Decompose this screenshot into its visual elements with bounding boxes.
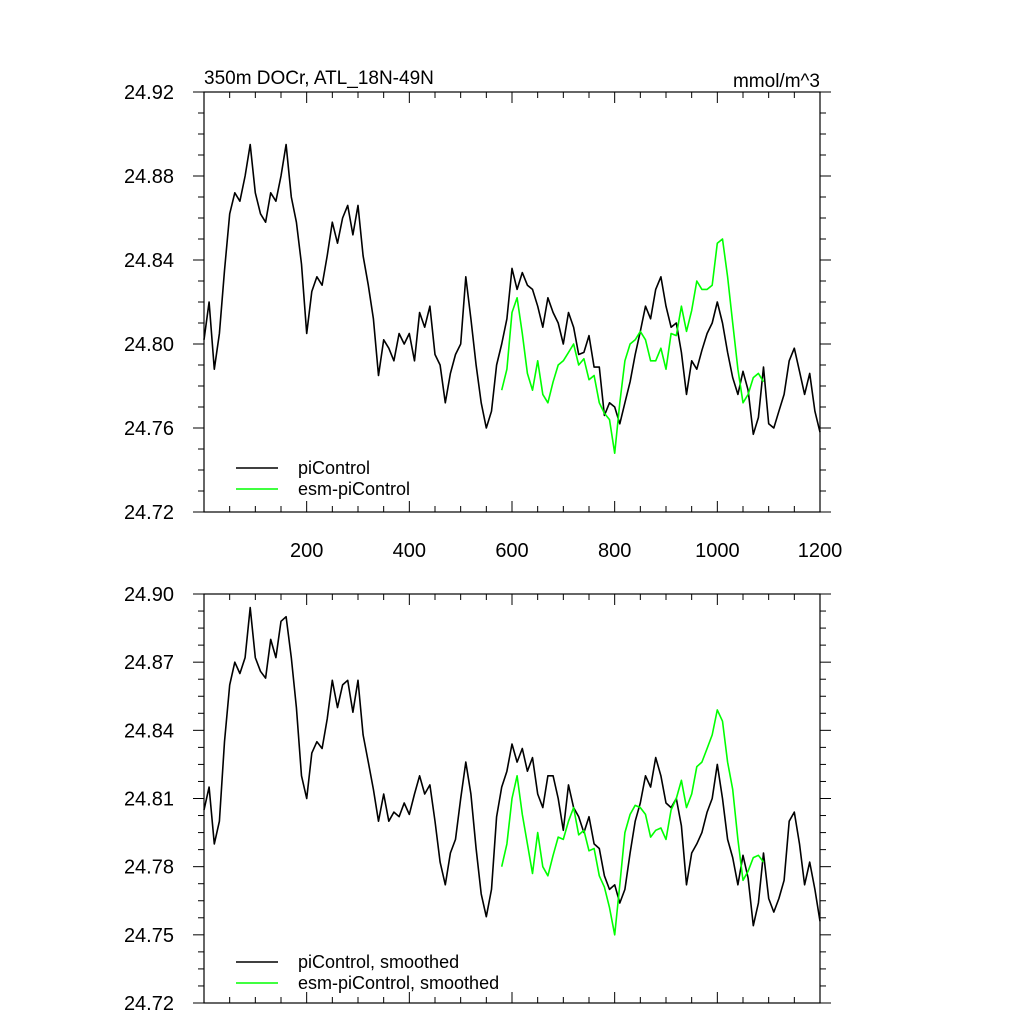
y-tick-label: 24.92 — [124, 82, 174, 104]
axes-layer-bottom: 24.72 24.75 24.78 24.81 24.84 24.87 24.90 — [124, 584, 831, 1015]
bottom-panel: 24.72 24.75 24.78 24.81 24.84 24.87 24.90 piCo… — [124, 584, 831, 1015]
x-tick-label: 400 — [393, 540, 426, 562]
y-tick-label: 24.81 — [124, 789, 174, 811]
series-line-esm-picontrol — [500, 238, 765, 455]
legend-label: esm-piControl, smoothed — [298, 973, 499, 993]
x-tick-label: 1000 — [695, 540, 740, 562]
panel-title: 350m DOCr, ATL_18N-49N — [204, 68, 434, 89]
units-label: mmol/m^3 — [733, 71, 820, 92]
y-tick-label: 24.90 — [124, 584, 174, 606]
y-tick-label: 24.75 — [124, 925, 174, 947]
legend-label: piControl, smoothed — [298, 952, 459, 972]
series-layer-top — [203, 143, 821, 455]
y-tick-label: 24.88 — [124, 166, 174, 188]
y-tick-label: 24.87 — [124, 652, 174, 674]
legend-label: esm-piControl — [298, 479, 410, 499]
y-tick-label: 24.84 — [124, 250, 174, 272]
series-line-picontrol — [203, 143, 821, 436]
series-layer-bottom — [203, 606, 821, 936]
plot-frame — [203, 91, 821, 513]
series-line-esm-picontrol — [500, 709, 765, 936]
x-tick-label: 600 — [495, 540, 528, 562]
y-tick-label: 24.78 — [124, 857, 174, 879]
y-tick-label: 24.72 — [124, 502, 174, 524]
axes-layer-top: 200 400 600 800 1000 1200 24.72 24.76 24.80 24.84… — [124, 82, 842, 562]
series-line-picontrol — [203, 606, 821, 927]
y-tick-label: 24.80 — [124, 334, 174, 356]
x-tick-label: 800 — [598, 540, 631, 562]
y-tick-label: 24.84 — [124, 720, 174, 742]
x-tick-label: 200 — [290, 540, 323, 562]
y-tick-label: 24.72 — [124, 993, 174, 1015]
legend-label: piControl — [298, 458, 370, 478]
y-tick-label: 24.76 — [124, 418, 174, 440]
top-panel: 350m DOCr, ATL_18N-49N mmol/m^3 200 400 60… — [124, 68, 842, 562]
x-tick-label: 1200 — [798, 540, 843, 562]
